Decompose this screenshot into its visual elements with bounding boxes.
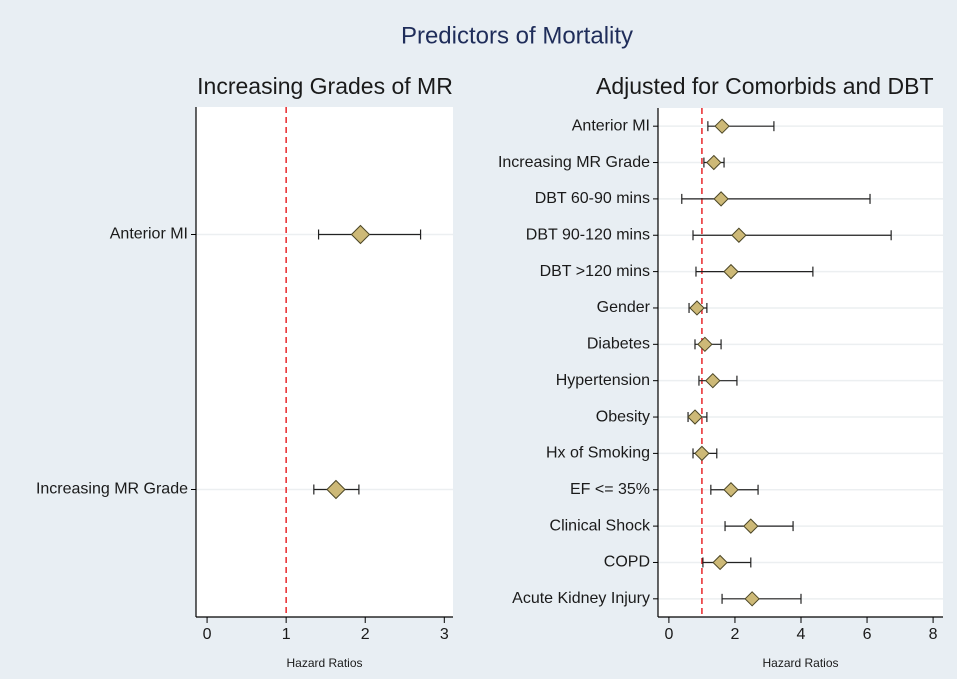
point-estimate (689, 300, 705, 316)
plot-area (196, 107, 453, 617)
panel-title: Increasing Grades of MR (197, 73, 453, 99)
category-label: DBT 60-90 mins (535, 190, 650, 207)
point-estimate (714, 118, 730, 134)
panel-title: Adjusted for Comorbids and DBT (596, 73, 934, 99)
category-label: Diabetes (587, 336, 650, 353)
x-tick-label: 4 (797, 626, 806, 643)
category-label: Acute Kidney Injury (512, 590, 650, 607)
category-label: Anterior MI (572, 117, 650, 134)
point-estimate (687, 409, 703, 425)
x-tick-label: 2 (361, 626, 370, 643)
point-estimate (712, 554, 728, 571)
point-estimate (350, 224, 371, 245)
point-estimate (731, 227, 747, 243)
figure-title: Predictors of Mortality (401, 22, 633, 49)
x-tick-label: 0 (664, 626, 673, 643)
point-estimate (723, 263, 739, 280)
category-label: Hx of Smoking (546, 445, 650, 462)
point-estimate (705, 372, 721, 389)
category-label: Hypertension (556, 372, 650, 389)
category-label: Anterior MI (110, 226, 188, 243)
category-label: Gender (597, 299, 651, 316)
category-label: EF <= 35% (570, 481, 650, 498)
x-tick-label: 8 (929, 626, 938, 643)
point-estimate (743, 518, 759, 534)
point-estimate (723, 482, 739, 498)
x-axis-label: Hazard Ratios (762, 656, 838, 670)
category-label: DBT 90-120 mins (526, 226, 650, 243)
point-estimate (713, 191, 729, 207)
x-tick-label: 2 (730, 626, 739, 643)
category-label: Clinical Shock (550, 517, 651, 534)
x-tick-label: 3 (440, 626, 449, 643)
x-axis-label: Hazard Ratios (286, 656, 362, 670)
x-tick-label: 1 (282, 626, 291, 643)
category-label: COPD (604, 554, 650, 571)
point-estimate (706, 154, 722, 171)
x-tick-label: 0 (203, 626, 212, 643)
category-label: Increasing MR Grade (36, 481, 188, 498)
point-estimate (694, 445, 710, 462)
point-estimate (744, 591, 760, 607)
point-estimate (697, 336, 713, 353)
category-label: Obesity (596, 408, 650, 425)
x-tick-label: 6 (863, 626, 872, 643)
category-label: Increasing MR Grade (498, 154, 650, 171)
category-label: DBT >120 mins (540, 263, 650, 280)
plot-area (658, 108, 943, 617)
point-estimate (326, 479, 346, 500)
